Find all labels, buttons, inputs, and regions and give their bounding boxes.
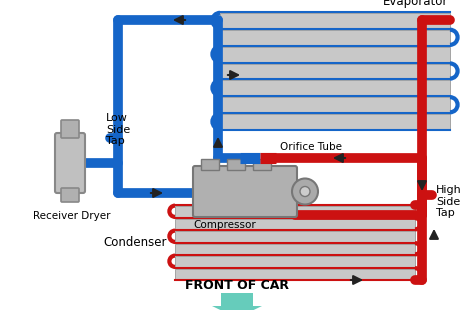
Text: Evaporator: Evaporator — [383, 0, 448, 8]
FancyBboxPatch shape — [61, 120, 79, 138]
Text: Condenser: Condenser — [103, 236, 167, 249]
Bar — [220, 64, 450, 78]
Bar — [220, 30, 450, 45]
Bar — [175, 231, 415, 241]
Bar — [220, 13, 450, 28]
Circle shape — [292, 179, 318, 205]
Bar — [220, 114, 450, 129]
Text: Orifice Tube: Orifice Tube — [280, 142, 342, 152]
Text: Low
Side
Tap: Low Side Tap — [106, 113, 130, 146]
Bar — [175, 256, 415, 267]
Bar — [175, 268, 415, 279]
Bar — [175, 243, 415, 254]
Circle shape — [300, 187, 310, 197]
FancyBboxPatch shape — [55, 133, 85, 193]
Bar — [220, 97, 450, 112]
Bar — [220, 80, 450, 95]
Bar — [175, 206, 415, 216]
FancyBboxPatch shape — [193, 166, 297, 217]
FancyArrow shape — [212, 293, 262, 310]
Text: Compressor: Compressor — [193, 220, 256, 230]
FancyBboxPatch shape — [61, 188, 79, 202]
Bar — [175, 219, 415, 229]
Bar — [220, 47, 450, 62]
Text: High
Side
Tap: High Side Tap — [436, 185, 462, 218]
Text: FRONT OF CAR: FRONT OF CAR — [185, 279, 289, 292]
Bar — [227, 159, 245, 170]
Text: Receiver Dryer: Receiver Dryer — [33, 211, 111, 221]
Bar — [253, 159, 271, 170]
Bar — [201, 159, 219, 170]
